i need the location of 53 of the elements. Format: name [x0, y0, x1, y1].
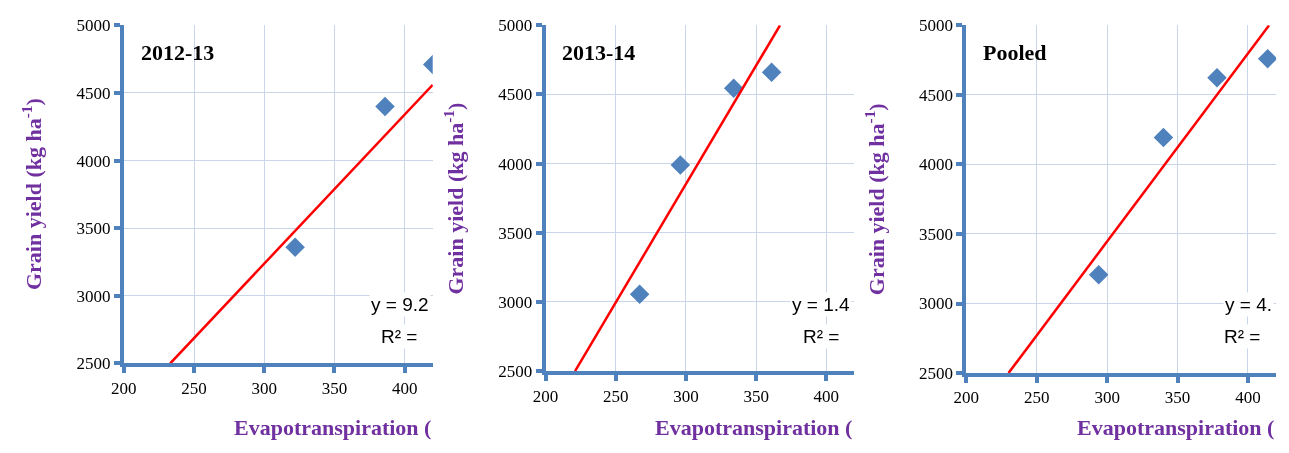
- x-tick-label: 200: [111, 378, 137, 398]
- x-tick-label: 350: [743, 386, 769, 406]
- x-tick-label: 400: [1235, 388, 1261, 408]
- y-tick-label: 3000: [918, 294, 953, 314]
- annotation: y = 4.: [1225, 294, 1272, 315]
- text: 2012-13: [141, 40, 215, 65]
- x-tick-label: 350: [321, 378, 348, 398]
- annotation: y = 9.2: [371, 294, 429, 315]
- y-tick-label: 4500: [498, 85, 533, 105]
- x-tick-label: 300: [673, 386, 699, 406]
- text: Pooled: [983, 40, 1047, 65]
- y-tick-label: 4000: [498, 154, 533, 174]
- x-tick-label: 300: [251, 378, 278, 398]
- y-tick-label: 3500: [76, 219, 111, 239]
- x-tick-label: 350: [1164, 388, 1191, 408]
- annotation: R² =: [381, 326, 418, 347]
- y-tick-label: 3500: [918, 224, 953, 244]
- point: [629, 284, 650, 305]
- y-tick-label: 3000: [76, 286, 111, 306]
- y-tick-label: 4000: [918, 155, 953, 175]
- y-tick-label: 4000: [76, 151, 111, 171]
- x-axis-title: Evapotranspiration (: [1077, 415, 1275, 440]
- point: [670, 155, 691, 175]
- x-tick-label: 400: [391, 378, 418, 398]
- y-tick-label: 5000: [918, 16, 953, 36]
- x-tick-label: 200: [953, 388, 980, 408]
- y-tick-label: 5000: [76, 16, 111, 36]
- x-tick-label: 400: [813, 386, 840, 406]
- y-tick-label: 3500: [498, 223, 533, 243]
- point: [1207, 68, 1227, 88]
- point: [1257, 48, 1277, 69]
- x-tick-label: 250: [1023, 388, 1050, 408]
- y-tick-label: 4500: [918, 85, 953, 105]
- x-tick-label: 200: [532, 386, 559, 406]
- annotation: R² =: [1224, 326, 1261, 347]
- point: [761, 62, 782, 83]
- x-tick-label: 300: [1094, 388, 1120, 408]
- x-axis-title: Evapotranspiration (: [655, 415, 853, 440]
- point: [723, 78, 744, 98]
- y-tick-label: 2500: [498, 362, 533, 382]
- point: [1088, 264, 1109, 285]
- x-axis-title: Evapotranspiration (: [234, 415, 432, 440]
- annotation: y = 1.4: [792, 294, 850, 315]
- point: [1153, 127, 1174, 148]
- x-tick-label: 250: [603, 386, 629, 406]
- y-tick-label: 2500: [76, 354, 111, 374]
- y-tick-label: 4500: [76, 83, 111, 103]
- y-tick-label: 5000: [498, 16, 533, 36]
- y-tick-label: 3000: [498, 292, 533, 312]
- annotation: R² =: [803, 326, 840, 347]
- x-tick-label: 250: [181, 378, 207, 398]
- y-tick-label: 2500: [918, 364, 953, 384]
- text: 2013-14: [562, 40, 636, 65]
